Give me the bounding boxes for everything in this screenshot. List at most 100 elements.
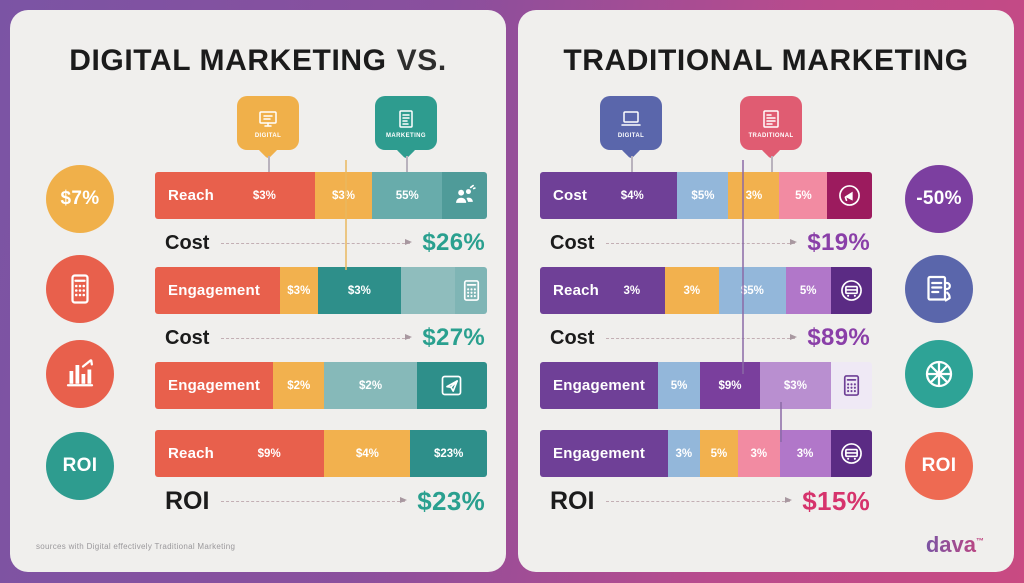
bar-label: Engagement bbox=[168, 377, 261, 394]
rows-container: Reach $3% $3% 55% Cost $26% Engagement $3% $3% Co… bbox=[155, 172, 487, 525]
metric-label: ROI bbox=[165, 486, 210, 515]
metric-label: Cost bbox=[165, 231, 210, 254]
bar-value: $9% bbox=[718, 379, 742, 392]
bar-segment: $3% bbox=[317, 267, 401, 314]
bar-segment: $2% bbox=[273, 362, 325, 409]
bar-value: $4% bbox=[355, 447, 379, 460]
bus-icon bbox=[840, 280, 862, 301]
bar-segment: 5% bbox=[779, 172, 828, 219]
bar-value: $5% bbox=[740, 284, 764, 297]
traditional-panel-title: TRADITIONAL MARKETING bbox=[518, 44, 1014, 78]
bar-value: $2% bbox=[287, 379, 311, 392]
circle-text: -50% bbox=[916, 188, 962, 209]
badge-stem-line bbox=[406, 156, 408, 172]
badge-stem-line bbox=[268, 156, 270, 172]
monitor-icon bbox=[259, 111, 277, 127]
badge-caption: MARKETING bbox=[386, 133, 426, 139]
bar-row: Engagement $3% $3% bbox=[155, 267, 487, 314]
bar-row: Engagement 5% $9% $3% bbox=[540, 362, 872, 409]
circle-text: ROI bbox=[62, 455, 98, 476]
bar-segment: $4% bbox=[324, 430, 411, 477]
brand-logo: dava™ bbox=[926, 532, 984, 558]
traditional-marketing-panel: TRADITIONAL MARKETING dava™ DIGITAL TRADI… bbox=[518, 10, 1014, 572]
bar-row: Reach $3% $3% 55% bbox=[155, 172, 487, 219]
circle-text: ROI bbox=[921, 455, 957, 476]
badge-caption: DIGITAL bbox=[254, 133, 282, 139]
monitor-badge: DIGITAL bbox=[237, 96, 299, 172]
bar-label: Engagement bbox=[168, 282, 261, 299]
badge-caption: DIGITAL bbox=[617, 133, 645, 139]
bar-value: 5% bbox=[670, 379, 688, 392]
bar-value: 3% bbox=[750, 447, 768, 460]
circle-text: $7% bbox=[60, 188, 100, 209]
bar-value: $9% bbox=[257, 447, 281, 460]
bar-row: Cost $4% $5% 3% 5% bbox=[540, 172, 872, 219]
notepad-person-circle bbox=[905, 255, 973, 323]
digital-panel-title: DIGITAL MARKETING VS. bbox=[10, 44, 506, 78]
bar-chart-circle bbox=[46, 340, 114, 408]
bar-segment: Engagement bbox=[540, 362, 659, 409]
connector-line bbox=[345, 160, 347, 270]
metric-value: $27% bbox=[422, 324, 485, 351]
bar-value: $23% bbox=[434, 447, 464, 460]
laptop-badge: DIGITAL bbox=[600, 96, 662, 172]
bar-value: $3% bbox=[347, 284, 371, 297]
footer-note: sources with Digital effectively Traditi… bbox=[36, 542, 236, 551]
bar-value: 3% bbox=[683, 284, 701, 297]
bar-icon-segment bbox=[455, 267, 487, 314]
metric-row-cost: Cost $89% bbox=[540, 323, 872, 353]
bar-segment: 3% bbox=[779, 430, 831, 477]
metric-row-roi: ROI $23% bbox=[155, 486, 487, 516]
connector-line bbox=[780, 402, 782, 442]
document-badge: MARKETING bbox=[375, 96, 437, 172]
metric-row-cost: Cost $26% bbox=[155, 228, 487, 258]
calculator-icon bbox=[463, 280, 479, 301]
traditional-title-text: TRADITIONAL MARKETING bbox=[563, 44, 969, 77]
bar-segment: $5% bbox=[718, 267, 786, 314]
bar-value: $5% bbox=[691, 189, 715, 202]
bar-row: Engagement 3% 5% 3% 3% bbox=[540, 430, 872, 477]
radar-circle bbox=[905, 340, 973, 408]
calc-phone-circle bbox=[46, 255, 114, 323]
vs-label: VS. bbox=[396, 44, 447, 77]
metric-value: $15% bbox=[802, 485, 870, 516]
bar-label: Engagement bbox=[553, 445, 646, 462]
bar-chart-icon bbox=[66, 359, 94, 387]
bar-segment: $3% bbox=[279, 267, 318, 314]
metric-value: $19% bbox=[807, 229, 870, 256]
ROI-circle: ROI bbox=[905, 432, 973, 500]
bar-label: Cost bbox=[553, 187, 588, 204]
metric-value: $89% bbox=[807, 324, 870, 351]
bar-icon-segment bbox=[416, 362, 487, 409]
calc-phone-icon bbox=[71, 274, 89, 304]
metric-arrow-line bbox=[606, 334, 798, 340]
bar-icon-segment bbox=[830, 430, 872, 477]
bar-segment: $2% bbox=[324, 362, 417, 409]
document-icon bbox=[399, 110, 413, 128]
badge-stem-line bbox=[771, 156, 773, 172]
metric-row-cost: Cost $19% bbox=[540, 228, 872, 258]
metric-arrow-line bbox=[221, 239, 413, 245]
-50-circle: -50% bbox=[905, 165, 973, 233]
bar-value: $2% bbox=[359, 379, 383, 392]
bar-row: Reach 3% 3% $5% 5% bbox=[540, 267, 872, 314]
bar-value: 5% bbox=[799, 284, 817, 297]
metric-arrow-line bbox=[606, 239, 798, 245]
bar-segment: Cost $4% bbox=[540, 172, 678, 219]
bar-segment: $5% bbox=[677, 172, 729, 219]
bar-segment: Engagement bbox=[155, 362, 274, 409]
bar-value: 3% bbox=[745, 189, 763, 202]
7-circle: $7% bbox=[46, 165, 114, 233]
bar-value: $4% bbox=[620, 189, 644, 202]
bar-segment: $3% bbox=[314, 172, 373, 219]
bar-segment: 5% bbox=[785, 267, 831, 314]
metric-arrow-line bbox=[606, 497, 793, 503]
bar-value: 5% bbox=[710, 447, 728, 460]
bar-value: $3% bbox=[287, 284, 311, 297]
bar-segment: $23% bbox=[410, 430, 487, 477]
metric-arrow-line bbox=[221, 497, 408, 503]
bar-label: Reach bbox=[168, 187, 215, 204]
bar-value: $3% bbox=[331, 189, 355, 202]
metric-label: Cost bbox=[550, 231, 595, 254]
